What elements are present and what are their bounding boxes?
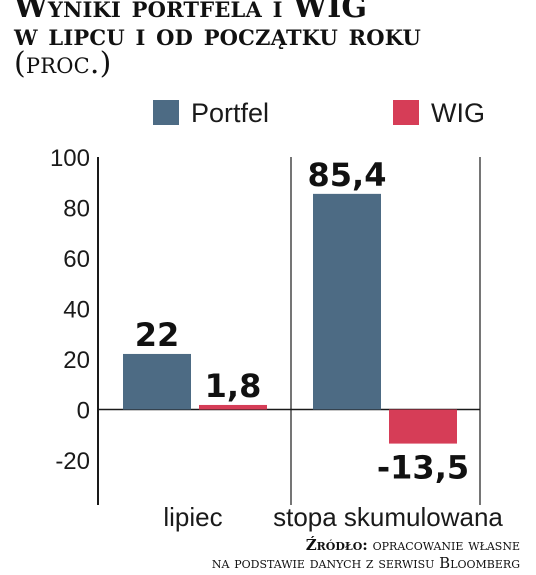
source-line-1: opracowanie własne bbox=[372, 536, 520, 554]
y-tick-label: 20 bbox=[63, 347, 90, 374]
category-label-0: lipiec bbox=[163, 502, 222, 532]
title-line-1: Wyniki portfela i WIG bbox=[14, 0, 368, 25]
category-label-1: stopa skumulowana bbox=[273, 502, 503, 532]
source-line-2: na podstawie danych z serwisu Bloomberg bbox=[211, 554, 520, 572]
bar-0-1 bbox=[199, 404, 267, 410]
title-line-2: w lipcu i od początku roku bbox=[14, 18, 422, 53]
title-unit: (proc.) bbox=[14, 46, 112, 81]
source-label: Źródło: bbox=[305, 536, 368, 554]
legend-swatch-1 bbox=[393, 100, 419, 125]
data-label-1-0: 85,4 bbox=[308, 156, 387, 194]
data-label-0-1: 1,8 bbox=[205, 367, 262, 405]
y-tick-label: 0 bbox=[77, 398, 90, 425]
y-tick-label: 60 bbox=[63, 246, 90, 273]
data-label-0-0: 22 bbox=[135, 316, 180, 354]
bar-0-0 bbox=[123, 353, 191, 410]
chart-title: Wyniki portfela i WIG w lipcu i od począ… bbox=[14, 0, 530, 81]
bar-1-1 bbox=[389, 409, 457, 444]
source-note: Źródło: opracowanie własne na podstawie … bbox=[212, 536, 520, 572]
legend-label-0: Portfel bbox=[191, 98, 269, 128]
y-tick-label: -20 bbox=[55, 448, 90, 475]
legend-label-1: WIG bbox=[431, 98, 485, 128]
bar-1-0 bbox=[313, 193, 381, 410]
y-tick-label: 100 bbox=[50, 145, 90, 172]
data-label-1-1: -13,5 bbox=[377, 449, 469, 487]
legend-swatch-0 bbox=[153, 100, 179, 125]
y-tick-label: 80 bbox=[63, 196, 90, 223]
y-tick-label: 40 bbox=[63, 297, 90, 324]
